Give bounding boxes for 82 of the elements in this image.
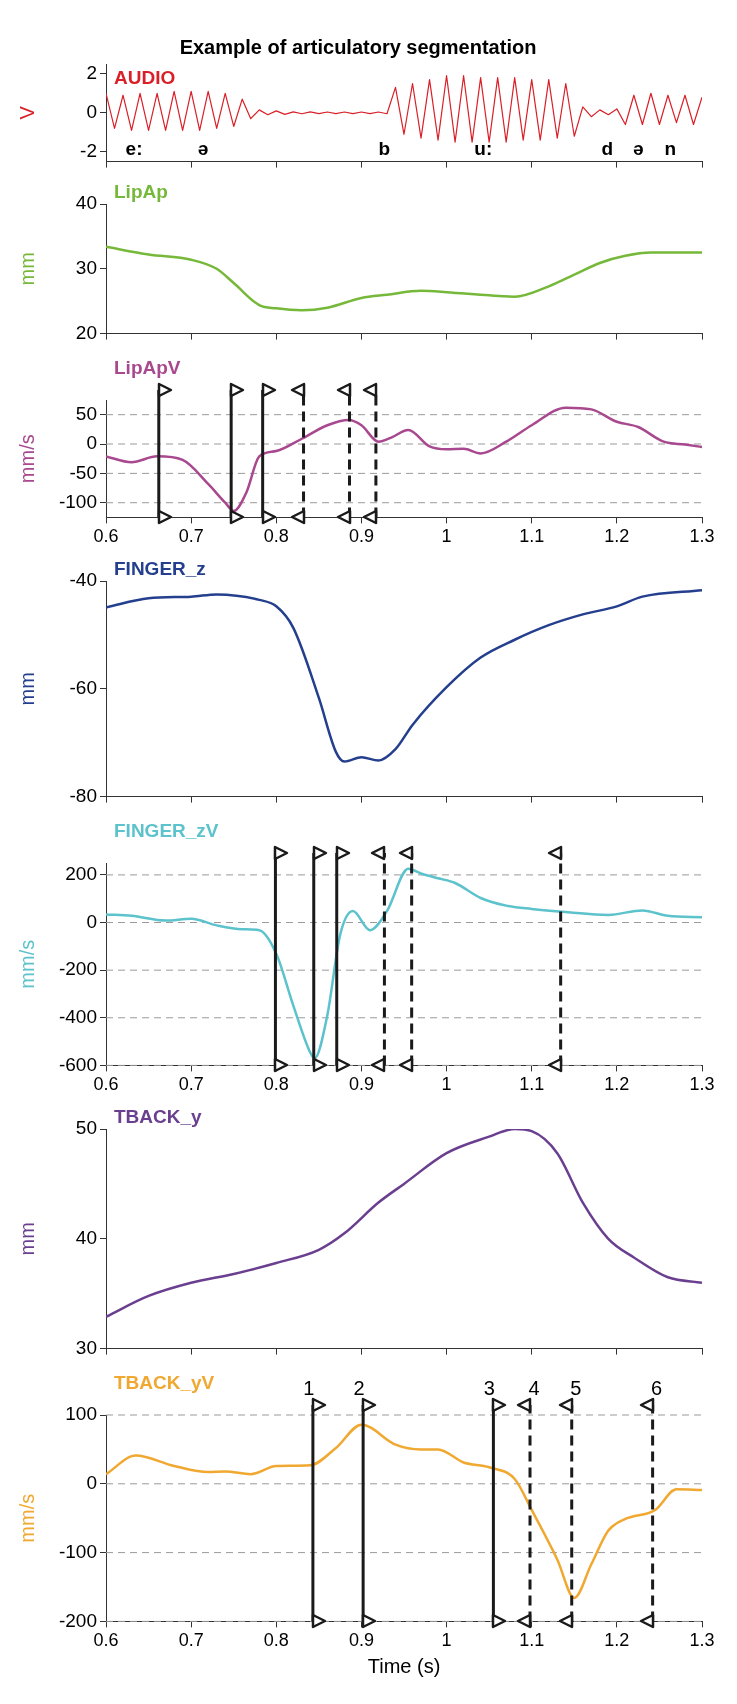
- text: 5: [570, 1377, 582, 1399]
- y-tick-label: 100: [65, 1403, 97, 1425]
- y-tick-label: -100: [58, 1540, 97, 1562]
- x-tick-label: 1.3: [689, 526, 715, 547]
- x-tick-label: 1.1: [519, 1630, 545, 1651]
- annotation: b: [378, 138, 391, 160]
- chart-title: Example of articulatory segmentation: [179, 35, 537, 58]
- x-tick-label: 0.6: [93, 1074, 119, 1095]
- text: TBACK_y: [114, 1106, 203, 1127]
- y-tick-label: -200: [58, 1609, 97, 1631]
- y-axis-title: mm/s: [15, 434, 38, 484]
- y-tick-label: -600: [58, 1053, 97, 1075]
- y-tick-label: 50: [75, 1117, 97, 1139]
- text: TBACK_yV: [114, 1372, 215, 1393]
- y-tick-label: 40: [75, 192, 97, 214]
- y-axis-title: mm: [15, 672, 38, 706]
- x-tick-label: 1.2: [604, 1074, 630, 1095]
- x-tick-label: 0.6: [93, 1630, 119, 1651]
- text: LipApV: [114, 357, 181, 378]
- x-tick-label: 0.7: [178, 526, 204, 547]
- x-tick-label: 1.3: [689, 1630, 715, 1651]
- x-tick-label: 0.8: [263, 1074, 289, 1095]
- text: 6: [651, 1377, 663, 1399]
- x-tick-label: 1.1: [519, 1074, 545, 1095]
- x-tick-label: 1: [441, 526, 452, 547]
- y-tick-label: -80: [69, 784, 97, 806]
- y-tick-label: -200: [58, 958, 97, 980]
- series-label: AUDIO: [114, 67, 176, 88]
- x-tick-label: 1: [441, 1630, 452, 1651]
- text: 1: [303, 1377, 315, 1399]
- text: FINGER_zV: [114, 820, 219, 841]
- series-label: FINGER_z: [114, 558, 206, 579]
- annotation: ə: [197, 138, 209, 160]
- y-axis-title: mm/s: [15, 939, 38, 989]
- annotation: u:: [474, 138, 493, 160]
- x-tick-label: 0.8: [263, 1630, 289, 1651]
- y-tick-label: 40: [75, 1227, 97, 1249]
- annotation: ə: [632, 138, 644, 160]
- annotation: e:: [125, 138, 143, 160]
- y-axis-title: mm: [15, 1222, 38, 1256]
- y-axis-title: mm/s: [15, 1493, 38, 1543]
- x-tick-label: 0.9: [348, 1074, 374, 1095]
- x-tick-label: 1: [441, 1074, 452, 1095]
- y-tick-label: -50: [69, 461, 97, 483]
- y-axis-title: V: [15, 105, 38, 120]
- x-tick-label: 1.2: [604, 1630, 630, 1651]
- annotation: d: [601, 138, 614, 160]
- line-series: [106, 588, 702, 763]
- x-tick-label: 0.9: [348, 526, 374, 547]
- y-tick-label: 50: [75, 402, 97, 424]
- y-tick-label: 0: [86, 1472, 97, 1494]
- y-tick-label: 30: [75, 257, 97, 279]
- x-axis-title: Time (s): [367, 1654, 441, 1677]
- text: 4: [528, 1377, 540, 1399]
- y-tick-label: -400: [58, 1006, 97, 1028]
- x-tick-label: 0.8: [263, 526, 289, 547]
- y-tick-label: 0: [86, 101, 97, 123]
- text: 2: [353, 1377, 365, 1399]
- x-tick-label: 0.9: [348, 1630, 374, 1651]
- y-tick-label: -60: [69, 677, 97, 699]
- x-tick-label: 0.7: [178, 1630, 204, 1651]
- y-tick-label: 2: [86, 61, 97, 83]
- x-tick-label: 1.1: [519, 526, 545, 547]
- text: 3: [483, 1377, 495, 1399]
- x-tick-label: 0.6: [93, 526, 119, 547]
- y-tick-label: -100: [58, 490, 97, 512]
- y-tick-label: 0: [86, 910, 97, 932]
- x-tick-label: 0.7: [178, 1074, 204, 1095]
- line-series: [106, 1423, 702, 1600]
- x-tick-label: 1.3: [689, 1074, 715, 1095]
- y-tick-label: 20: [75, 321, 97, 343]
- y-tick-label: -40: [69, 569, 97, 591]
- text: LipAp: [114, 181, 168, 202]
- annotation: n: [664, 138, 677, 160]
- y-axis-title: mm: [15, 252, 38, 286]
- y-tick-label: 0: [86, 432, 97, 454]
- y-tick-label: 200: [65, 863, 97, 885]
- x-tick-label: 1.2: [604, 526, 630, 547]
- line-series: [106, 1129, 702, 1319]
- y-tick-label: -2: [80, 140, 97, 162]
- y-tick-label: 30: [75, 1336, 97, 1358]
- line-series: [106, 245, 702, 312]
